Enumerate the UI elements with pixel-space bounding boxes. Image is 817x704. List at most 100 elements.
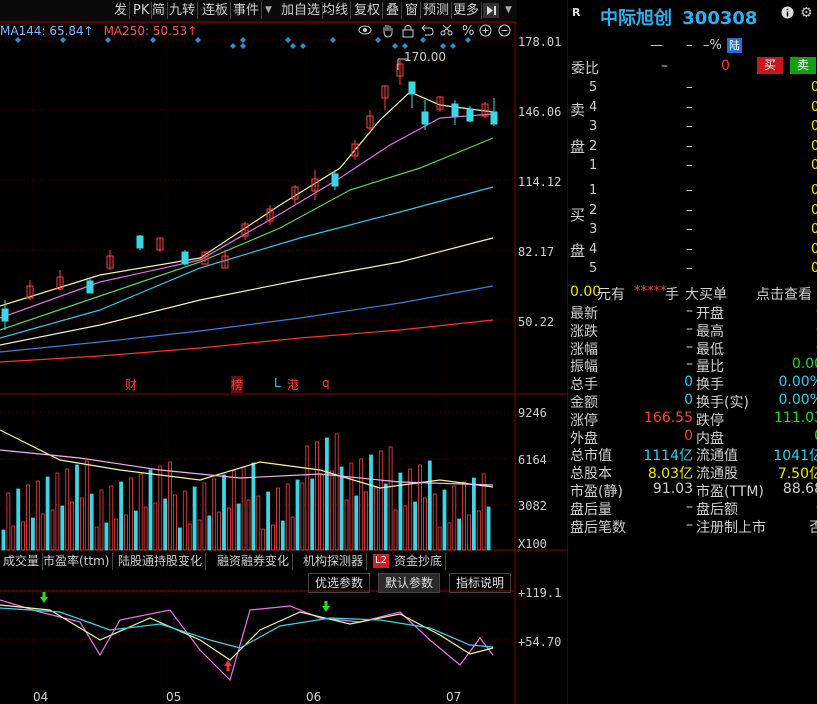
- price-axis-label: 50.22: [518, 315, 555, 329]
- volume-bar: [285, 483, 290, 551]
- quote-label: 市盈(TTM): [696, 484, 764, 500]
- sell-price[interactable]: –: [686, 138, 693, 154]
- change-amount: —: [650, 38, 663, 53]
- volume-axis-label: 6164: [518, 453, 547, 467]
- buy-volume: 0: [811, 241, 817, 257]
- event-marker[interactable]: q: [322, 376, 330, 390]
- volume-bar: [173, 494, 177, 551]
- kline-chart-area[interactable]: [0, 0, 568, 704]
- indicator-tab[interactable]: 资金抄底: [391, 553, 447, 570]
- toolbar-button-7[interactable]: 均线: [320, 2, 352, 19]
- right-arrow-icon[interactable]: [483, 3, 499, 18]
- info-icon[interactable]: [781, 6, 794, 22]
- month-label: 07: [446, 690, 462, 704]
- volume-bar: [80, 497, 84, 551]
- stock-name: 中际旭创: [600, 8, 672, 29]
- indicator-tab[interactable]: 市盈率(ttm): [40, 553, 114, 570]
- chevron-down-icon[interactable]: ▼: [265, 5, 272, 15]
- buy-button[interactable]: 买: [757, 57, 783, 74]
- signal-diamond: [230, 43, 236, 49]
- percent-icon[interactable]: %: [462, 24, 475, 39]
- hand-icon[interactable]: [382, 24, 394, 42]
- param-tab[interactable]: 默认参数: [378, 573, 441, 593]
- sell-price[interactable]: –: [686, 80, 693, 95]
- candlestick: [1, 308, 9, 322]
- toolbar-button-3[interactable]: 九转: [167, 2, 199, 19]
- toolbar-button-2[interactable]: 简: [150, 2, 169, 19]
- volume-axis-label: 3082: [518, 499, 547, 513]
- volume-bar: [310, 478, 315, 551]
- volume-bar: [403, 505, 408, 551]
- bigbuy-label: 大买单: [685, 287, 727, 303]
- event-marker[interactable]: 榜: [231, 376, 244, 393]
- toolbar-button-11[interactable]: 预测: [421, 2, 453, 19]
- buy-level: 2: [589, 202, 598, 218]
- toolbar-button-4[interactable]: 连板: [200, 2, 232, 19]
- volume-bar: [422, 497, 427, 551]
- quote-label: 盘后额: [696, 501, 738, 518]
- sell-button[interactable]: 卖: [790, 57, 816, 74]
- event-marker[interactable]: 财: [125, 378, 138, 392]
- quote-value: 否: [809, 519, 817, 536]
- volume-bar: [457, 518, 462, 551]
- eye-icon[interactable]: [358, 24, 372, 40]
- param-tab[interactable]: 优选参数: [308, 573, 371, 593]
- quote-label: 总手: [570, 377, 598, 394]
- toolbar-button-12[interactable]: 更多: [451, 2, 483, 19]
- scissors-icon[interactable]: [440, 24, 454, 40]
- volume-bar: [329, 470, 334, 551]
- candlestick: [181, 251, 189, 265]
- settings-icon[interactable]: [498, 24, 511, 41]
- sell-level: 1: [589, 158, 598, 173]
- volume-bar: [40, 513, 45, 551]
- event-marker[interactable]: L: [274, 376, 281, 390]
- buy-price[interactable]: –: [686, 241, 693, 257]
- quote-label: 总市值: [570, 448, 612, 465]
- indicator-tab[interactable]: 机构探测器: [300, 553, 368, 570]
- chevron-down-icon[interactable]: ▼: [505, 5, 512, 15]
- toolbar-button-5[interactable]: 事件: [231, 2, 263, 19]
- sell-volume: 0: [811, 119, 817, 134]
- volume-bar: [202, 482, 207, 551]
- sell-price[interactable]: –: [686, 99, 693, 115]
- quote-value: –: [686, 320, 693, 337]
- toolbar-button-0[interactable]: 发: [112, 2, 131, 19]
- indicator-tab[interactable]: 融资融券变化: [214, 553, 294, 570]
- sell-price[interactable]: –: [686, 158, 693, 173]
- toolbar-button-6[interactable]: 加自选: [279, 2, 324, 19]
- lock-icon[interactable]: [402, 24, 414, 42]
- volume-bar: [246, 499, 251, 551]
- volume-bar: [84, 460, 89, 551]
- volume-bar: [65, 468, 70, 551]
- volume-bar: [471, 477, 476, 551]
- undo-icon[interactable]: [420, 24, 434, 40]
- indicator-tab[interactable]: 陆股通持股变化: [115, 553, 207, 570]
- sell-price[interactable]: –: [686, 119, 693, 134]
- buy-price[interactable]: –: [686, 183, 693, 198]
- sell-volume: 0: [811, 99, 817, 115]
- event-marker[interactable]: 港: [287, 378, 300, 392]
- volume-bar: [158, 465, 163, 551]
- volume-bar: [256, 495, 261, 551]
- quote-value: –: [686, 338, 693, 355]
- buy-price[interactable]: –: [686, 222, 693, 237]
- toolbar-button-10[interactable]: 窗: [403, 2, 422, 19]
- signal-diamond: [60, 37, 66, 43]
- toolbar-button-9[interactable]: 叠: [384, 2, 403, 19]
- quote-label: 跌停: [696, 412, 724, 429]
- volume-bar: [334, 433, 339, 551]
- indicator-tab[interactable]: 成交量: [0, 553, 44, 570]
- buy-price[interactable]: –: [686, 261, 693, 276]
- ma250-value: MA250: 50.53↑: [103, 24, 198, 38]
- volume-bar: [364, 491, 369, 551]
- sell-level: 5: [589, 80, 598, 95]
- param-tab[interactable]: 指标说明: [449, 573, 512, 593]
- toolbar-button-1[interactable]: PK: [131, 2, 153, 19]
- bigbuy-hand: 手: [665, 287, 679, 303]
- toolbar-button-8[interactable]: 复权: [352, 2, 384, 19]
- buy-price[interactable]: –: [686, 202, 693, 218]
- bigbuy-link[interactable]: 点击查看: [756, 287, 812, 303]
- volume-bar: [271, 524, 275, 551]
- plus-circle-icon[interactable]: [479, 24, 492, 41]
- gear-icon[interactable]: ⚙: [800, 5, 813, 21]
